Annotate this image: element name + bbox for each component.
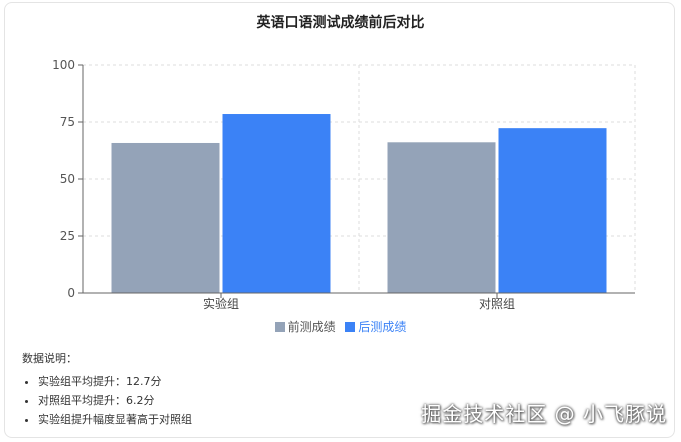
legend-item-post[interactable]: 后测成绩 xyxy=(345,318,406,335)
notes-list: 实验组平均提升：12.7分 对照组平均提升：6.2分 实验组提升幅度显著高于对照… xyxy=(22,372,192,429)
y-tick-label: 25 xyxy=(60,229,75,243)
legend-label-post: 后测成绩 xyxy=(358,320,407,334)
bar-pre xyxy=(387,142,496,293)
chart-title: 英语口语测试成绩前后对比 xyxy=(256,15,425,31)
note-item: 实验组平均提升：12.7分 xyxy=(38,372,192,391)
watermark: 掘金技术社区 @ 小飞豚说 xyxy=(421,402,667,426)
y-tick-label: 100 xyxy=(52,58,75,72)
bar-post xyxy=(498,128,607,293)
bar-post xyxy=(222,114,331,294)
x-tick-label: 对照组 xyxy=(479,297,515,311)
notes-title: 数据说明： xyxy=(22,352,77,365)
y-tick-label: 0 xyxy=(67,286,75,300)
legend-label-pre: 前测成绩 xyxy=(287,320,336,334)
chart-legend: 前测成绩 后测成绩 xyxy=(0,318,681,335)
y-tick-label: 50 xyxy=(60,172,75,186)
legend-swatch-pre xyxy=(274,321,285,332)
data-notes: 数据说明： 实验组平均提升：12.7分 对照组平均提升：6.2分 实验组提升幅度… xyxy=(22,350,192,429)
x-tick-label: 实验组 xyxy=(203,296,239,311)
y-tick-label: 75 xyxy=(60,115,75,129)
note-item: 对照组平均提升：6.2分 xyxy=(38,391,192,410)
note-item: 实验组提升幅度显著高于对照组 xyxy=(38,410,192,429)
bar-pre xyxy=(111,142,220,293)
legend-item-pre[interactable]: 前测成绩 xyxy=(274,318,336,335)
legend-swatch-post xyxy=(345,321,356,332)
